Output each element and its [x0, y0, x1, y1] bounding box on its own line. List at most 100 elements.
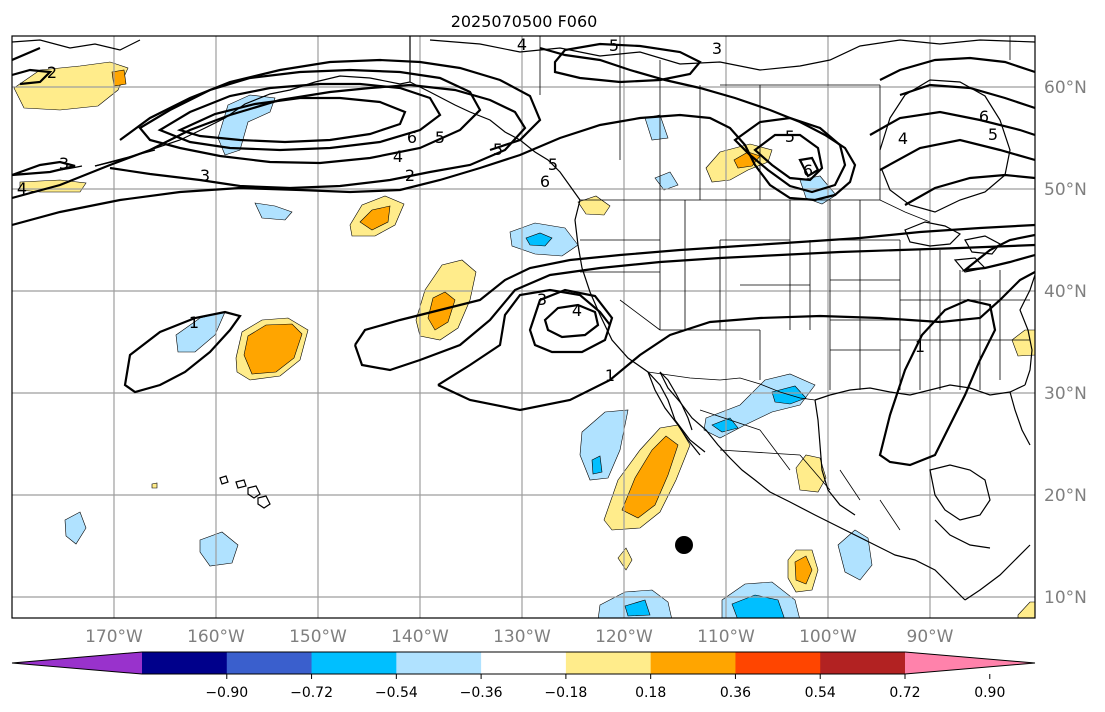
- yucatan-coastline: [929, 464, 991, 521]
- colorbar-tick-label: −0.18: [544, 685, 587, 701]
- colorbar-tick-label: −0.90: [205, 685, 248, 701]
- us-state-lines: [580, 200, 1030, 390]
- contour-line: [12, 160, 76, 177]
- contour-line: [176, 96, 407, 144]
- contour-line: [904, 173, 1035, 206]
- colorbar-extend-low: [12, 652, 142, 674]
- shade-light-yellow: [577, 195, 611, 216]
- contour-line: [553, 42, 702, 84]
- shade-light-blue: [254, 202, 293, 221]
- shade-light-yellow: [795, 454, 827, 493]
- contour-line: [543, 303, 600, 339]
- map-background: [12, 36, 1035, 618]
- contour-label: 1: [189, 313, 199, 332]
- shade-light-blue: [199, 531, 239, 567]
- lon-label: 100°W: [799, 627, 857, 647]
- shade-orange: [621, 435, 679, 519]
- shade-light-blue: [837, 529, 873, 581]
- shade-orange: [359, 205, 391, 231]
- colorbar-tick-label: −0.54: [375, 685, 418, 701]
- contour-line: [753, 133, 824, 182]
- lat-label: 50°N: [1044, 180, 1087, 200]
- contour-label: 3: [59, 154, 69, 173]
- contour-label: 4: [572, 301, 582, 320]
- lat-label: 60°N: [1044, 78, 1087, 98]
- shade-light-yellow: [617, 547, 633, 571]
- contour-line: [899, 83, 1035, 110]
- colorbar-segment: [820, 652, 906, 674]
- contour-label: 4: [517, 35, 527, 54]
- lon-label: 90°W: [907, 627, 954, 647]
- colorbar-tick-label: 0.36: [720, 685, 751, 701]
- colorbar-segment: [396, 652, 482, 674]
- gulf-coastline: [814, 384, 1026, 516]
- colorbar-segment: [226, 652, 313, 674]
- shade-orange: [243, 323, 303, 375]
- contour-label: 5: [609, 36, 619, 55]
- mexico-state-lines: [699, 409, 901, 531]
- colorbar-segment: [565, 652, 652, 674]
- lat-label: 40°N: [1044, 282, 1087, 302]
- lon-label: 160°W: [187, 627, 245, 647]
- contour-label: 5: [548, 155, 558, 174]
- map-frame: [11, 35, 1036, 619]
- contour-label: 1: [915, 337, 925, 356]
- contour-label: 6: [803, 161, 813, 180]
- contour-label: 5: [988, 125, 998, 144]
- shade-deep-sky-blue: [525, 232, 553, 247]
- latitude-labels: 60°N 50°N 40°N 30°N 20°N 10°N: [1044, 78, 1087, 608]
- lon-label: 130°W: [493, 627, 551, 647]
- contour-line: [879, 138, 1035, 171]
- contour-label: 2: [47, 63, 57, 82]
- contour-lines: [12, 42, 1035, 467]
- shade-deep-sky-blue: [624, 599, 651, 617]
- graticule: [12, 36, 1035, 618]
- shade-light-yellow: [151, 482, 158, 489]
- figure-title: 2025070500 F060: [451, 12, 598, 31]
- contour-label: 4: [898, 129, 908, 148]
- colorbar-tick-label: 0.90: [974, 685, 1005, 701]
- contour-line: [354, 223, 1035, 346]
- contour-label: 4: [393, 147, 403, 166]
- colorbar-tick-label: 0.72: [889, 685, 920, 701]
- colorbar-tick-label: −0.36: [460, 685, 503, 701]
- gulf-of-california: [659, 371, 693, 431]
- contour-label: 5: [785, 127, 795, 146]
- lon-label: 140°W: [391, 627, 449, 647]
- shade-light-blue: [64, 511, 87, 545]
- shade-orange: [427, 291, 456, 331]
- shade-deep-sky-blue: [591, 455, 603, 475]
- colorbar-tick-label: −0.72: [290, 685, 333, 701]
- shade-orange: [794, 555, 813, 585]
- shade-light-yellow: [1017, 601, 1035, 618]
- contour-line: [123, 310, 242, 394]
- lon-label: 110°W: [697, 627, 755, 647]
- contour-label: 3: [537, 290, 547, 309]
- contour-label: 4: [17, 179, 27, 198]
- lat-label: 20°N: [1044, 486, 1087, 506]
- lon-label: 150°W: [289, 627, 347, 647]
- lon-label: 120°W: [595, 627, 653, 647]
- contour-label: 6: [540, 172, 550, 191]
- contour-line: [961, 233, 1035, 272]
- contour-line: [12, 83, 527, 200]
- lat-label: 10°N: [1044, 588, 1087, 608]
- us-west-coastline: [574, 199, 706, 453]
- colorbar-tick-label: 0.54: [805, 685, 836, 701]
- alaska-coastline: [94, 36, 581, 201]
- colorbar-segment: [735, 652, 821, 674]
- contour-line: [528, 288, 614, 354]
- colorbar-outline: [11, 651, 1036, 675]
- shaded-field: [13, 61, 1035, 618]
- canada-provinces: [539, 36, 1011, 200]
- us-mexico-border: [647, 371, 816, 401]
- contour-label: 2: [405, 166, 415, 185]
- contour-line: [157, 82, 442, 152]
- contour-label: 3: [712, 39, 722, 58]
- contour-label: 1: [605, 366, 615, 385]
- contour-label: 6: [407, 128, 417, 147]
- contour-label: 3: [200, 166, 210, 185]
- colorbar-segment: [481, 652, 567, 674]
- contour-label: 5: [493, 140, 503, 159]
